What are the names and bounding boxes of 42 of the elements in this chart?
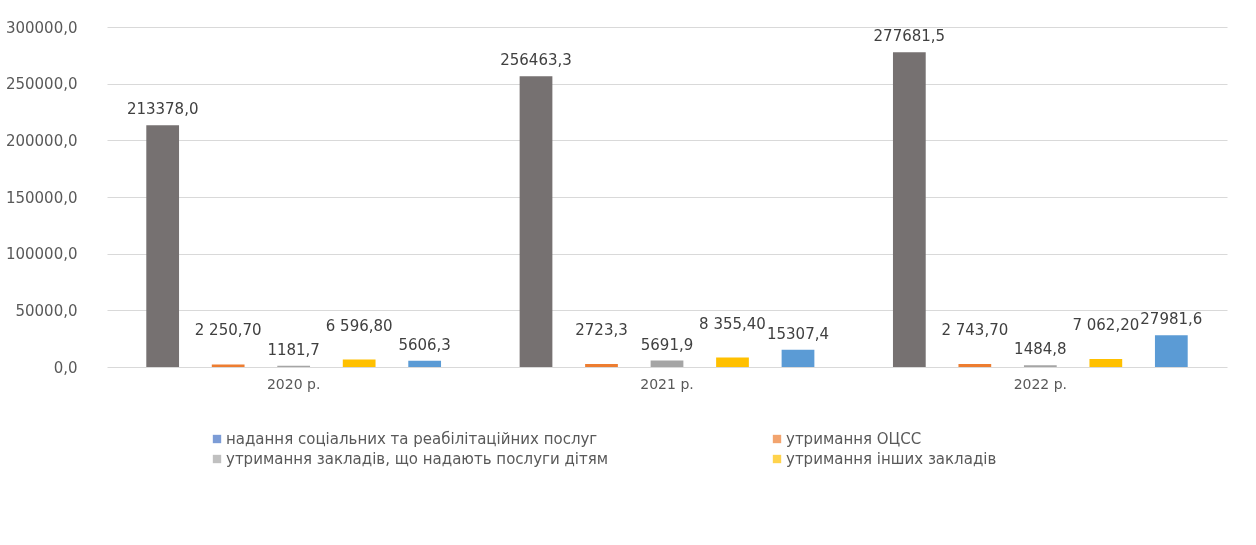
- y-tick-label: 200000,0: [5, 131, 78, 150]
- y-tick-label: 100000,0: [5, 245, 78, 264]
- bar: [211, 364, 245, 367]
- data-label: 7 062,20: [1072, 316, 1140, 334]
- data-label: 1484,8: [1014, 340, 1067, 359]
- data-label: 213378,0: [126, 100, 199, 119]
- legend-label: надання соціальних та реабілітаційних послуг: [226, 430, 598, 448]
- bar: [519, 76, 553, 367]
- legend-label: утримання закладів, що надають послуги дітям: [226, 450, 609, 468]
- y-tick-label: 150000,0: [5, 188, 78, 207]
- bar: [716, 357, 749, 367]
- legend-label: утримання ОЦСС: [786, 430, 922, 448]
- bar: [342, 359, 376, 367]
- bar: [146, 125, 180, 367]
- x-tick-label: 2022 р.: [1013, 375, 1068, 392]
- y-tick-label: 300000,0: [5, 18, 78, 37]
- data-label: 27981,6: [1140, 310, 1203, 329]
- data-label: 5691,9: [640, 335, 694, 354]
- data-label: 5606,3: [398, 335, 451, 354]
- bar: [781, 349, 815, 367]
- bar: [650, 360, 684, 367]
- data-label: 256463,3: [500, 51, 572, 70]
- data-label: 2 743,70: [941, 320, 1009, 339]
- bar: [958, 363, 992, 367]
- bar: [408, 360, 442, 367]
- data-label: 2723,3: [575, 320, 628, 339]
- bar: [892, 52, 926, 367]
- data-label: 15307,4: [766, 324, 830, 343]
- bar: [1089, 359, 1123, 367]
- data-label: 8 355,40: [699, 314, 766, 333]
- bar: [1154, 335, 1188, 367]
- y-tick-label: 50000,0: [15, 301, 78, 320]
- data-label: 277681,5: [873, 27, 946, 46]
- y-tick-label: 0,0: [53, 358, 78, 377]
- x-tick-label: 2021 р.: [640, 375, 694, 392]
- legend-label: утримання інших закладів: [786, 450, 997, 468]
- bar: [585, 363, 618, 367]
- x-tick-label: 2020 р.: [266, 375, 321, 392]
- data-label: 1181,7: [267, 340, 320, 359]
- data-label: 6 596,80: [325, 316, 393, 335]
- data-label: 2 250,70: [194, 321, 262, 340]
- y-tick-label: 250000,0: [5, 75, 78, 94]
